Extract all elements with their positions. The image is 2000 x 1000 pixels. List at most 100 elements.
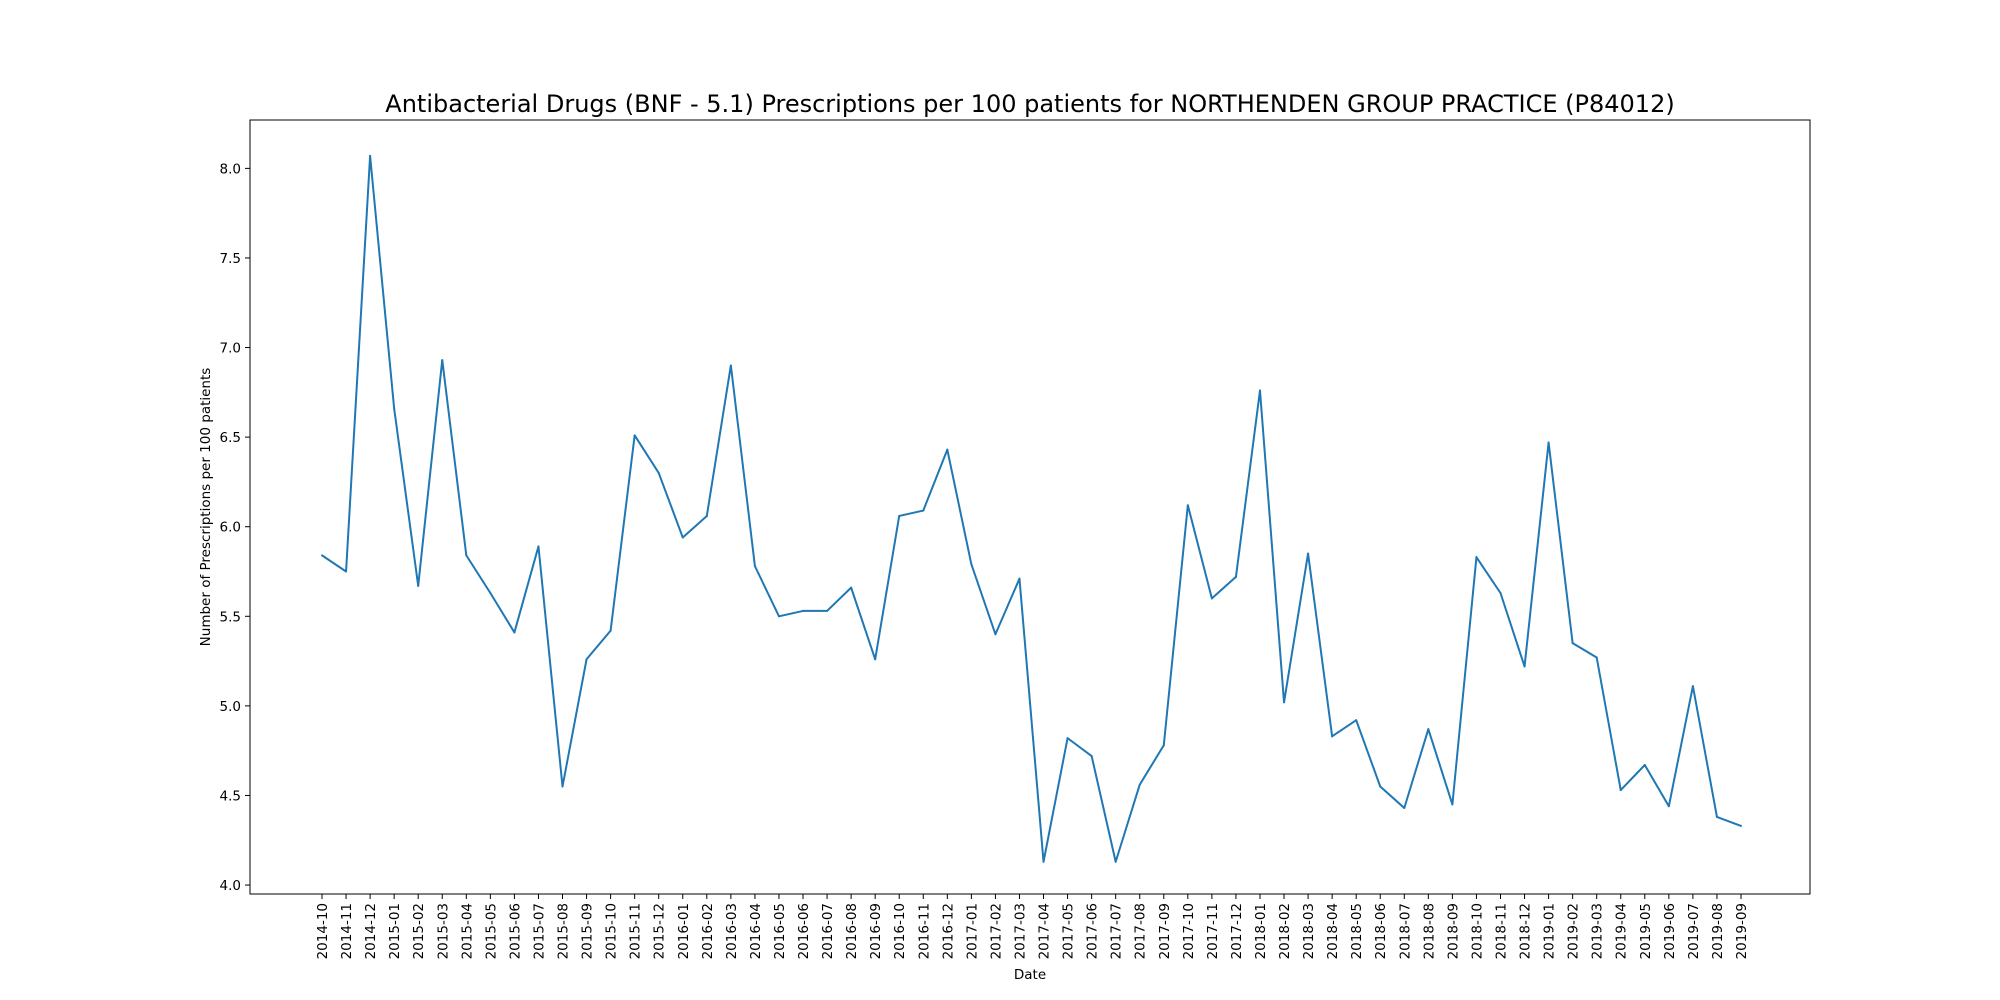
x-tick-label: 2017-01 xyxy=(964,903,980,959)
x-tick-label: 2016-05 xyxy=(772,903,788,959)
data-point xyxy=(1283,701,1286,704)
data-point xyxy=(561,785,564,788)
data-point xyxy=(1355,719,1358,722)
x-tick-label: 2014-12 xyxy=(363,903,379,959)
x-tick-label: 2017-07 xyxy=(1109,903,1125,959)
x-tick-label: 2018-11 xyxy=(1493,903,1509,959)
data-point xyxy=(1090,755,1093,758)
x-tick-label: 2015-07 xyxy=(531,903,547,959)
data-point xyxy=(874,658,877,661)
chart-title: Antibacterial Drugs (BNF - 5.1) Prescrip… xyxy=(385,90,1674,118)
data-point xyxy=(1643,764,1646,766)
y-tick-label: 5.5 xyxy=(220,609,241,625)
x-tick-label: 2019-08 xyxy=(1710,903,1726,959)
data-point xyxy=(657,471,660,474)
data-point xyxy=(321,554,323,557)
x-tick-label: 2016-08 xyxy=(844,903,860,959)
x-tick-label: 2016-06 xyxy=(796,903,812,959)
data-point xyxy=(633,434,636,437)
data-point xyxy=(1186,504,1189,507)
x-tick-label: 2018-08 xyxy=(1421,903,1437,959)
x-tick-label: 2019-06 xyxy=(1662,903,1678,959)
x-tick-label: 2016-09 xyxy=(868,903,884,959)
data-point xyxy=(465,554,468,557)
data-point xyxy=(994,633,997,636)
data-point xyxy=(417,584,420,587)
data-point xyxy=(946,448,949,451)
x-tick-label: 2014-11 xyxy=(339,903,355,959)
x-tick-label: 2019-02 xyxy=(1566,903,1582,959)
data-point xyxy=(537,545,540,548)
x-axis-label: Date xyxy=(1014,967,1046,983)
x-tick-label: 2017-12 xyxy=(1229,903,1245,959)
x-tick-label: 2016-10 xyxy=(892,903,908,959)
x-tick-label: 2019-07 xyxy=(1686,903,1702,959)
x-tick-label: 2015-05 xyxy=(483,903,499,959)
x-tick-label: 2017-03 xyxy=(1012,903,1028,959)
y-tick-label: 6.5 xyxy=(220,430,241,446)
x-tick-label: 2015-01 xyxy=(387,903,403,959)
data-point xyxy=(729,364,732,367)
y-tick-label: 7.0 xyxy=(220,341,241,357)
data-point xyxy=(1307,552,1310,555)
data-point xyxy=(1210,597,1213,600)
data-point xyxy=(1379,785,1382,788)
y-tick-label: 7.5 xyxy=(220,251,241,267)
data-point xyxy=(441,359,444,362)
data-point xyxy=(681,536,684,539)
x-tick-label: 2016-02 xyxy=(700,903,716,959)
data-point xyxy=(369,154,372,157)
x-tick-label: 2017-08 xyxy=(1133,903,1149,959)
x-tick-label: 2015-11 xyxy=(628,903,644,959)
data-point xyxy=(1715,815,1718,818)
data-point xyxy=(1234,575,1237,578)
x-tick-label: 2017-10 xyxy=(1181,903,1197,959)
data-point xyxy=(898,514,901,517)
x-tick-label: 2015-09 xyxy=(580,903,596,959)
data-point xyxy=(345,570,348,573)
x-tick-label: 2018-02 xyxy=(1277,903,1293,959)
x-tick-label: 2018-12 xyxy=(1518,903,1534,959)
x-tick-label: 2018-03 xyxy=(1301,903,1317,959)
x-tick-label: 2018-06 xyxy=(1373,903,1389,959)
data-point xyxy=(609,629,612,632)
data-point xyxy=(970,563,973,566)
x-tick-label: 2014-10 xyxy=(315,903,331,959)
x-tick-label: 2017-02 xyxy=(988,903,1004,959)
data-point xyxy=(1018,577,1021,580)
data-point xyxy=(1523,665,1526,668)
data-point xyxy=(826,609,829,612)
data-point xyxy=(850,586,853,589)
data-point xyxy=(1331,735,1334,738)
x-tick-label: 2015-08 xyxy=(556,903,572,959)
x-tick-label: 2015-10 xyxy=(604,903,620,959)
x-tick-label: 2018-10 xyxy=(1469,903,1485,959)
data-point xyxy=(489,592,492,594)
x-tick-label: 2015-03 xyxy=(435,903,451,959)
x-tick-label: 2019-05 xyxy=(1638,903,1654,959)
x-tick-label: 2019-04 xyxy=(1614,903,1630,959)
data-point xyxy=(1451,803,1454,806)
plot-frame xyxy=(249,119,1811,895)
data-point xyxy=(1403,807,1406,809)
data-point xyxy=(1547,441,1550,444)
x-tick-label: 2018-01 xyxy=(1253,903,1269,959)
y-tick-label: 5.0 xyxy=(220,699,241,715)
x-tick-label: 2017-11 xyxy=(1205,903,1221,959)
series-line xyxy=(321,154,1742,863)
data-point xyxy=(1162,744,1165,747)
x-tick-label: 2019-01 xyxy=(1542,903,1558,959)
data-point xyxy=(1571,642,1574,645)
data-point xyxy=(1066,737,1069,740)
y-tick-label: 8.0 xyxy=(220,161,241,177)
data-point xyxy=(1258,389,1261,392)
x-tick-label: 2016-01 xyxy=(676,903,692,959)
y-tick-label: 6.0 xyxy=(220,520,241,536)
x-tick-label: 2018-04 xyxy=(1325,903,1341,959)
x-tick-label: 2018-09 xyxy=(1445,903,1461,959)
x-tick-label: 2016-07 xyxy=(820,903,836,959)
data-point xyxy=(1475,556,1478,559)
x-tick-label: 2015-02 xyxy=(411,903,427,959)
data-point xyxy=(777,615,780,618)
